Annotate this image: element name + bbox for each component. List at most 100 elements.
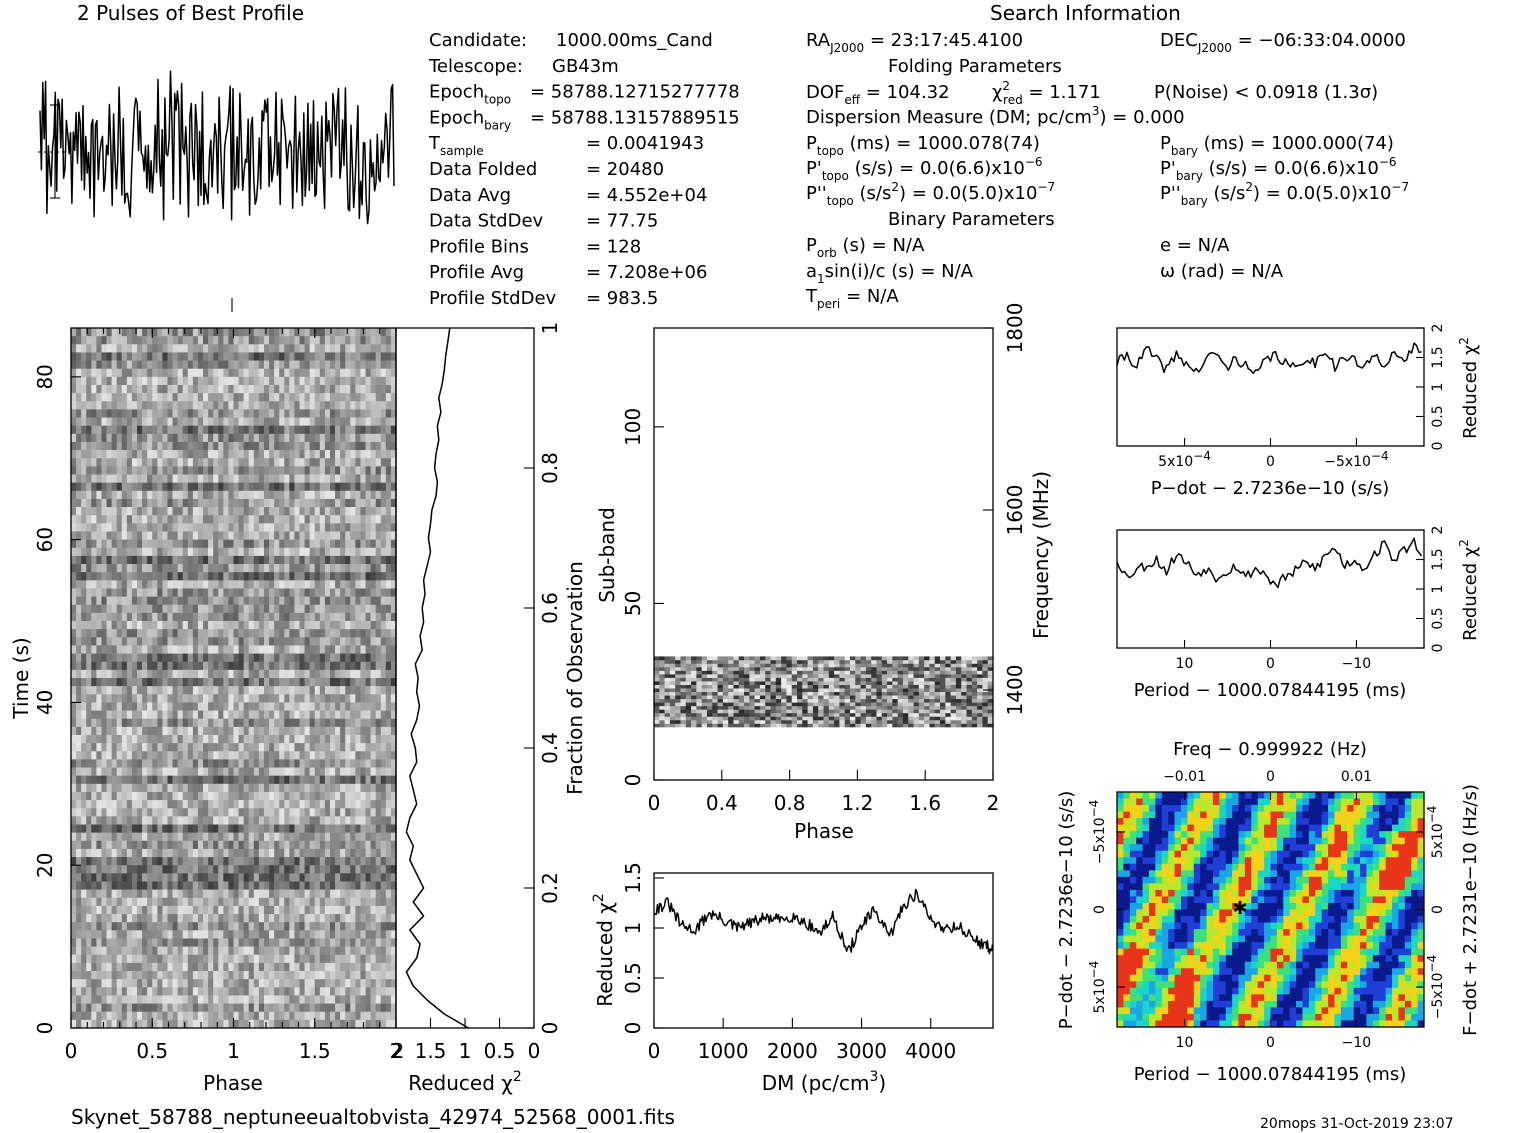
time-phase-cell — [284, 800, 290, 809]
time-phase-cell — [203, 368, 209, 378]
time-phase-cell — [192, 897, 199, 907]
time-phase-cell — [126, 905, 133, 915]
time-phase-cell — [365, 368, 371, 378]
time-phase-cell — [360, 498, 366, 508]
time-phase-cell — [167, 336, 173, 345]
time-phase-cell — [172, 857, 178, 866]
time-phase-cell — [284, 678, 290, 687]
time-phase-cell — [167, 409, 173, 418]
time-phase-cell — [365, 791, 371, 801]
time-phase-cell — [319, 637, 326, 646]
time-phase-cell — [208, 417, 214, 426]
time-phase-cell — [375, 686, 382, 695]
time-phase-cell — [294, 441, 300, 451]
time-phase-cell — [91, 905, 97, 915]
time-phase-cell — [350, 621, 356, 630]
time-phase-cell — [380, 588, 387, 597]
time-phase-cell — [314, 653, 321, 663]
time-phase-cell — [131, 816, 138, 825]
time-phase-cell — [269, 930, 275, 939]
time-phase-cell — [218, 417, 224, 426]
time-phase-cell — [289, 523, 295, 532]
time-phase-cell — [213, 490, 219, 500]
time-phase-cell — [335, 474, 341, 483]
time-phase-cell — [345, 865, 351, 874]
time-phase-cell — [86, 865, 92, 874]
time-phase-cell — [329, 360, 336, 369]
time-phase-cell — [106, 848, 112, 858]
time-phase-cell — [355, 686, 361, 695]
time-phase-cell — [319, 824, 326, 833]
time-phase-cell — [370, 694, 376, 703]
time-phase-cell — [147, 401, 153, 410]
time-phase-cell — [345, 881, 351, 890]
time-phase-cell — [299, 726, 305, 736]
time-phase-cell — [182, 645, 189, 654]
time-phase-cell — [228, 873, 234, 882]
time-phase-cell — [263, 783, 270, 793]
time-phase-cell — [71, 490, 77, 500]
time-phase-cell — [248, 783, 255, 793]
time-phase-cell — [142, 515, 148, 524]
time-phase-cell — [365, 775, 371, 785]
time-phase-cell — [345, 336, 351, 345]
time-phase-cell — [375, 645, 382, 654]
time-phase-cell — [76, 914, 82, 923]
time-phase-cell — [203, 881, 209, 890]
time-phase-cell — [289, 661, 295, 671]
time-phase-cell — [218, 596, 224, 606]
time-phase-cell — [91, 914, 97, 923]
time-phase-cell — [253, 352, 260, 361]
time-phase-cell — [233, 718, 239, 728]
time-phase-cell — [197, 531, 204, 540]
time-phase-cell — [106, 694, 112, 703]
time-phase-cell — [355, 914, 361, 923]
time-phase-cell — [279, 702, 285, 711]
time-phase-cell — [304, 702, 310, 711]
time-phase-cell — [208, 539, 214, 549]
time-phase-cell — [263, 393, 270, 402]
time-phase-cell — [177, 596, 184, 606]
time-phase-cell — [177, 865, 184, 874]
time-phase-cell — [375, 555, 382, 565]
time-phase-cell — [248, 702, 255, 711]
time-phase-cell — [248, 759, 255, 768]
time-phase-cell — [223, 767, 229, 776]
time-phase-cell — [71, 441, 77, 451]
time-phase-cell — [137, 881, 143, 890]
time-phase-cell — [314, 759, 321, 768]
time-phase-cell — [365, 873, 371, 882]
time-phase-cell — [258, 946, 265, 956]
time-phase-cell — [208, 783, 214, 793]
time-phase-cell — [131, 482, 138, 492]
time-phase-cell — [157, 800, 163, 809]
time-phase-cell — [137, 767, 143, 776]
time-phase-cell — [147, 775, 153, 785]
time-phase-cell — [319, 547, 326, 557]
time-phase-cell — [360, 645, 366, 654]
time-phase-cell — [172, 759, 178, 768]
time-phase-cell — [375, 669, 382, 679]
time-phase-cell — [263, 816, 270, 825]
time-phase-cell — [137, 865, 143, 874]
time-phase-cell — [162, 458, 168, 467]
time-phase-cell — [319, 832, 326, 842]
time-phase-cell — [137, 808, 143, 817]
time-phase-cell — [284, 816, 290, 825]
time-phase-cell — [345, 734, 351, 744]
time-phase-cell — [106, 580, 112, 589]
time-phase-cell — [319, 840, 326, 850]
time-phase-cell — [91, 637, 97, 646]
time-phase-cell — [116, 490, 123, 500]
ecc-row: e = N/A — [1160, 235, 1230, 256]
time-phase-cell — [177, 344, 184, 353]
time-phase-cell — [345, 808, 351, 817]
time-phase-cell — [182, 840, 189, 850]
time-phase-cell — [101, 865, 107, 874]
time-phase-cell — [96, 515, 102, 524]
time-phase-cell — [309, 759, 316, 768]
time-phase-cell — [91, 938, 97, 947]
time-phase-cell — [380, 458, 387, 467]
time-phase-cell — [345, 360, 351, 369]
time-phase-cell — [203, 848, 209, 858]
